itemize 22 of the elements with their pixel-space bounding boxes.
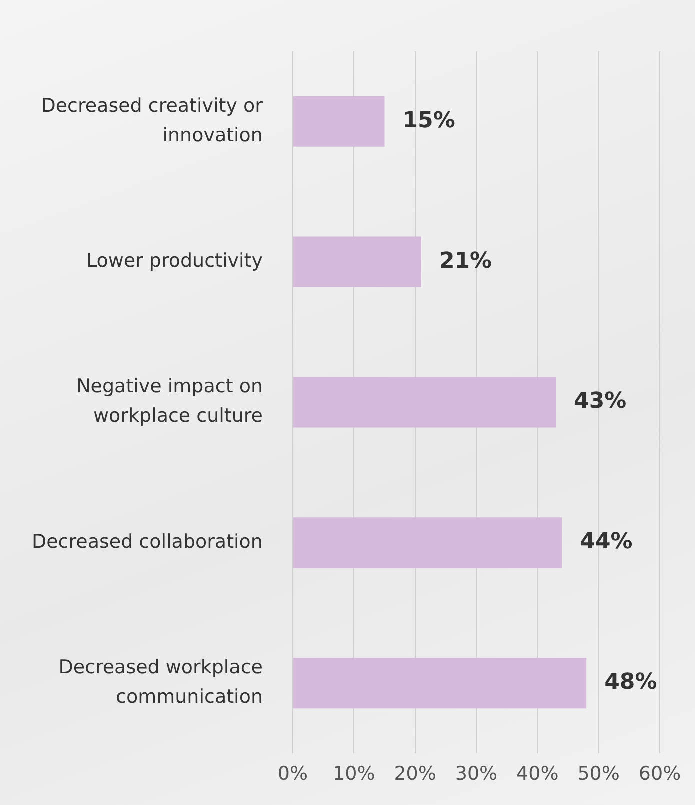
x-tick-label: 10% (333, 762, 376, 785)
y-tick-label: Decreased collaboration (32, 530, 263, 553)
y-tick-label: Decreased workplace communication (58, 656, 263, 708)
data-label: 43% (574, 389, 627, 414)
bar (293, 518, 562, 568)
data-label: 48% (604, 670, 658, 696)
x-tick-label: 0% (278, 762, 308, 785)
x-tick-label: 30% (455, 762, 498, 785)
x-tick-label: 20% (394, 762, 436, 785)
bar (293, 658, 587, 709)
y-tick-label: Decreased creativity or innovation (41, 94, 264, 146)
bar (293, 377, 556, 428)
data-label: 21% (439, 248, 492, 274)
data-label: 15% (402, 108, 456, 134)
bar (293, 96, 385, 147)
y-tick-label: Lower productivity (86, 250, 263, 272)
bar (293, 236, 422, 288)
x-tick-label: 50% (578, 762, 620, 785)
y-tick-label: Negative impact on workplace culture (76, 376, 263, 428)
x-tick-label: 60% (638, 762, 682, 785)
data-label: 44% (580, 530, 633, 555)
x-tick-label: 40% (516, 762, 559, 785)
